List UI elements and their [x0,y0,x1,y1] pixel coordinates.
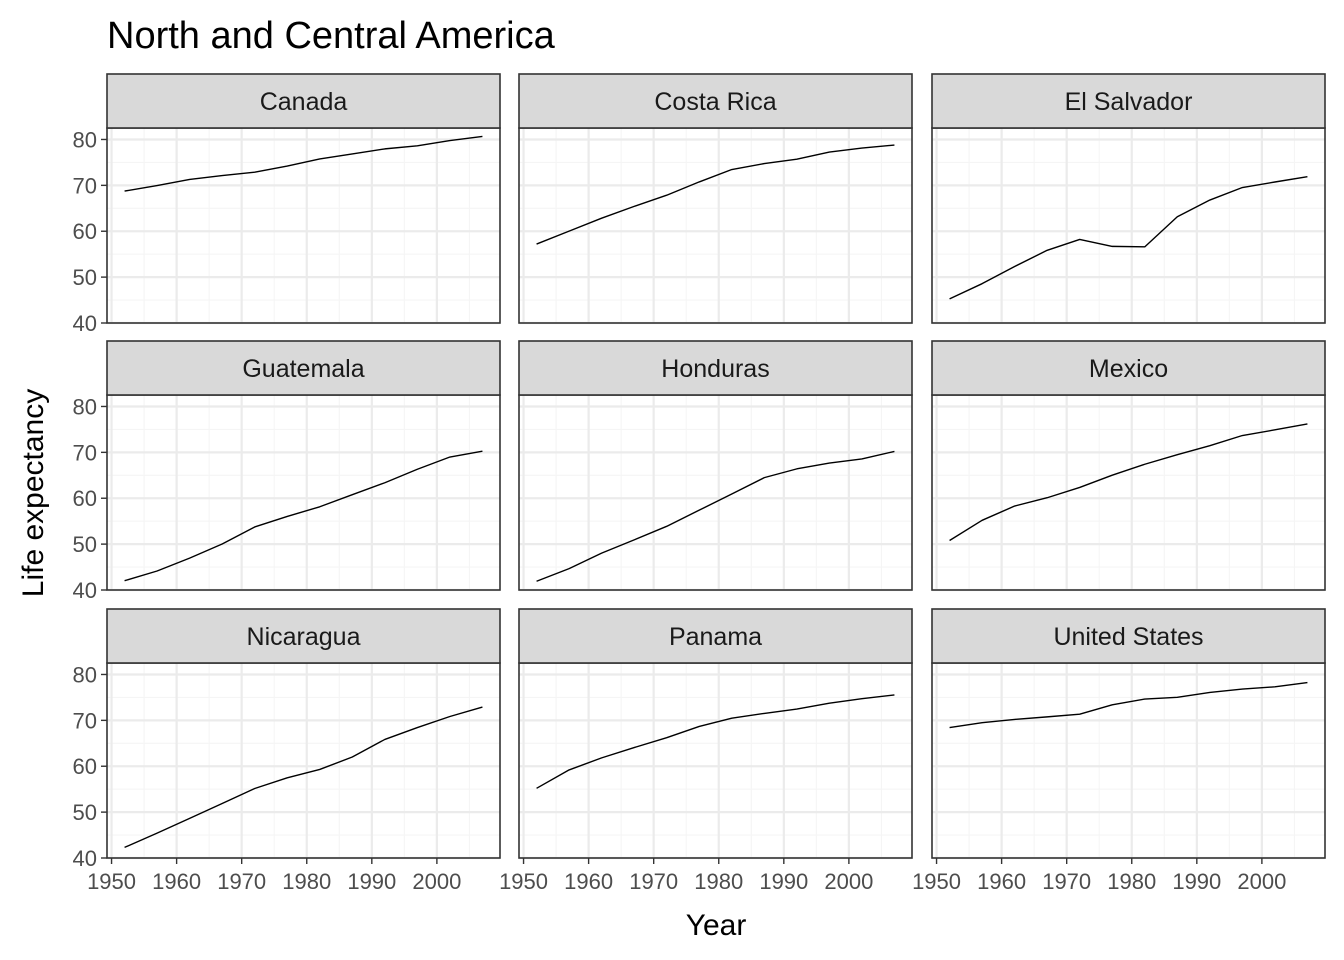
x-tick-label: 1980 [282,869,331,894]
facet-strip [518,608,913,664]
x-tick-label: 1950 [499,869,548,894]
facet-strip-label: Mexico [1089,355,1168,383]
x-tick-label: 2000 [824,869,873,894]
panel-background [932,663,1325,858]
facet-strip [106,340,501,396]
facet-strip [931,608,1326,664]
panel-background [107,128,500,323]
x-tick-label: 1960 [564,869,613,894]
facet-strip-label: Nicaragua [247,623,361,651]
facet-panel: Mexico [931,340,1326,592]
chart-title: North and Central America [107,15,556,57]
series-line-el-salvador [949,176,1308,300]
y-tick-label: 80 [73,662,97,687]
y-axis-title: Life expectancy [17,389,50,597]
panel-background [107,395,500,590]
x-tick-label: 1970 [629,869,678,894]
facet-strip-label: Canada [260,88,348,116]
facet-strip [106,608,501,664]
facet-strip [931,73,1326,129]
x-tick-label: 1980 [694,869,743,894]
x-tick-label: 1960 [152,869,201,894]
panel-background [519,395,912,590]
y-tick-label: 40 [73,846,97,871]
series-line-guatemala [124,450,483,582]
panel-background [519,128,912,323]
facet-strip-label: Guatemala [242,355,364,383]
facet-strip [931,340,1326,396]
x-tick-label: 1960 [977,869,1026,894]
panel-background [932,395,1325,590]
series-line-nicaragua [124,706,483,849]
series-line-canada [124,135,483,192]
x-tick-label: 1950 [87,869,136,894]
x-tick-label: 1980 [1107,869,1156,894]
y-tick-label: 60 [73,219,97,244]
x-tick-label: 1950 [912,869,961,894]
facet-panel: El Salvador [931,73,1326,325]
facet-strip [518,340,913,396]
x-tick-label: 2000 [1237,869,1286,894]
facet-panel: Costa Rica [518,73,913,325]
facet-strip-label: Costa Rica [654,88,776,116]
facet-panel: Canada 40 50 60 70 80 [73,73,501,336]
panel-background [519,663,912,858]
facet-strip [106,73,501,129]
series-line-honduras [536,450,895,582]
y-tick-label: 70 [73,708,97,733]
y-tick-label: 50 [73,532,97,557]
y-tick-label: 80 [73,127,97,152]
y-tick-label: 60 [73,486,97,511]
x-tick-label: 1970 [217,869,266,894]
facet-strip-label: Honduras [661,355,769,383]
facet-panel: Nicaragua 40 50 60 70 80 1950 1960 1970 1980 1990 2… [73,608,501,894]
y-tick-label: 40 [73,578,97,603]
facet-panel: United States 1950 1960 1970 1980 1990 2000 [912,608,1326,894]
facet-panel: Honduras [518,340,913,592]
y-tick-label: 50 [73,800,97,825]
y-tick-label: 70 [73,173,97,198]
y-tick-label: 40 [73,311,97,336]
x-tick-label: 1990 [759,869,808,894]
y-tick-label: 60 [73,754,97,779]
series-line-mexico [949,423,1308,542]
facet-panel: Guatemala 40 50 60 70 80 [73,340,501,603]
facet-strip-label: United States [1053,623,1203,651]
facet-strip-label: El Salvador [1065,88,1193,116]
y-tick-label: 50 [73,265,97,290]
series-line-costa-rica [536,144,895,245]
facet-panel: Panama 1950 1960 1970 1980 1990 2000 [499,608,913,894]
series-line-united-states [949,681,1308,729]
x-tick-label: 2000 [412,869,461,894]
facet-strip-label: Panama [669,623,762,651]
x-tick-label: 1990 [347,869,396,894]
y-tick-label: 70 [73,440,97,465]
series-line-panama [536,694,895,789]
facet-panels: Canada 40 50 60 70 80 Costa Rica El Salvador Gua… [73,73,1326,894]
y-tick-label: 80 [73,394,97,419]
x-axis-title: Year [686,909,747,942]
x-tick-label: 1970 [1042,869,1091,894]
x-tick-label: 1990 [1172,869,1221,894]
facet-strip [518,73,913,129]
panel-background [932,128,1325,323]
